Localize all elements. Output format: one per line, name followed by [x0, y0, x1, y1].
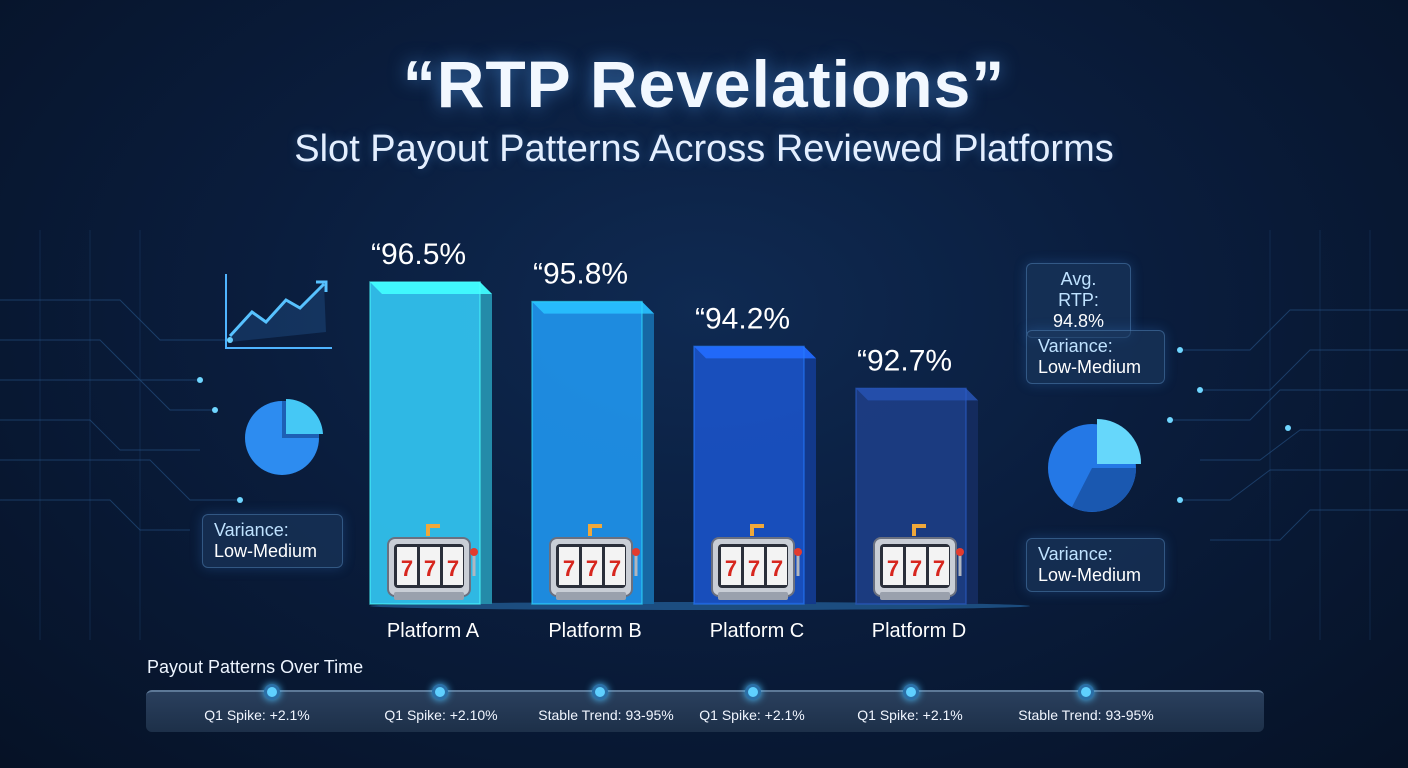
svg-text:7: 7	[725, 556, 737, 581]
timeline-dot	[903, 684, 919, 700]
variance-card-right-top: Variance: Low-Medium	[1026, 330, 1165, 384]
bar-value-label: “95.8%	[533, 258, 628, 291]
bar-category-label: Platform A	[387, 620, 480, 642]
svg-text:7: 7	[887, 556, 899, 581]
avg-rtp-value: 94.8%	[1052, 311, 1105, 331]
timeline-dot	[432, 684, 448, 700]
page-title: “RTP Revelations”	[402, 47, 1006, 121]
bar-value-label: “94.2%	[695, 302, 790, 335]
line-chart-icon	[225, 274, 332, 349]
bar-category-label: Platform B	[548, 620, 641, 642]
variance-label: Variance:	[1038, 336, 1113, 356]
svg-text:7: 7	[771, 556, 783, 581]
svg-text:7: 7	[748, 556, 760, 581]
bar-category-label: Platform C	[710, 620, 804, 642]
timeline-label: Q1 Spike: +2.1%	[699, 707, 805, 723]
variance-label: Variance:	[1038, 544, 1113, 564]
variance-label: Variance:	[214, 520, 289, 540]
avg-rtp-label: Avg. RTP:	[1058, 269, 1099, 310]
bar-outline	[855, 387, 967, 605]
bar-side	[480, 282, 492, 604]
timeline-track	[146, 690, 1264, 732]
timeline-label: Q1 Spike: +2.1%	[857, 707, 963, 723]
svg-text:7: 7	[424, 556, 436, 581]
timeline-label: Stable Trend: 93-95%	[1018, 707, 1154, 723]
svg-text:7: 7	[933, 556, 945, 581]
svg-text:7: 7	[609, 556, 621, 581]
avg-rtp-card: Avg. RTP: 94.8%	[1026, 263, 1131, 338]
timeline-dot	[264, 684, 280, 700]
variance-value: Low-Medium	[1038, 565, 1142, 585]
bar-side	[642, 301, 654, 604]
variance-value: Low-Medium	[1038, 357, 1142, 377]
bar-top	[532, 301, 654, 314]
svg-text:7: 7	[910, 556, 922, 581]
variance-value: Low-Medium	[214, 541, 318, 561]
svg-text:7: 7	[401, 556, 413, 581]
timeline-label: Stable Trend: 93-95%	[538, 707, 674, 723]
svg-text:7: 7	[586, 556, 598, 581]
svg-text:7: 7	[447, 556, 459, 581]
bar-category-label: Platform D	[872, 620, 966, 642]
timeline-label: Q1 Spike: +2.1%	[204, 707, 310, 723]
bar-side	[804, 346, 816, 604]
bar-outline	[693, 345, 805, 605]
variance-card-right-bottom: Variance: Low-Medium	[1026, 538, 1165, 592]
bar-top	[856, 388, 978, 401]
page-subtitle: Slot Payout Patterns Across Reviewed Pla…	[294, 128, 1114, 170]
pie-chart-icon	[245, 398, 323, 475]
timeline-dot	[592, 684, 608, 700]
pie-chart-icon	[1048, 419, 1142, 512]
timeline-label: Q1 Spike: +2.10%	[384, 707, 498, 723]
bar-value-label: “92.7%	[857, 344, 952, 377]
timeline-dot	[745, 684, 761, 700]
bar-top	[370, 282, 492, 294]
timeline-title: Payout Patterns Over Time	[147, 657, 364, 677]
timeline-dot	[1078, 684, 1094, 700]
bar-side	[966, 388, 978, 604]
svg-text:7: 7	[563, 556, 575, 581]
bar-value-label: “96.5%	[371, 238, 466, 271]
variance-card-left: Variance: Low-Medium	[202, 514, 343, 568]
bar-outline	[531, 300, 643, 605]
bar-outline	[369, 281, 481, 605]
bar-top	[694, 346, 816, 359]
